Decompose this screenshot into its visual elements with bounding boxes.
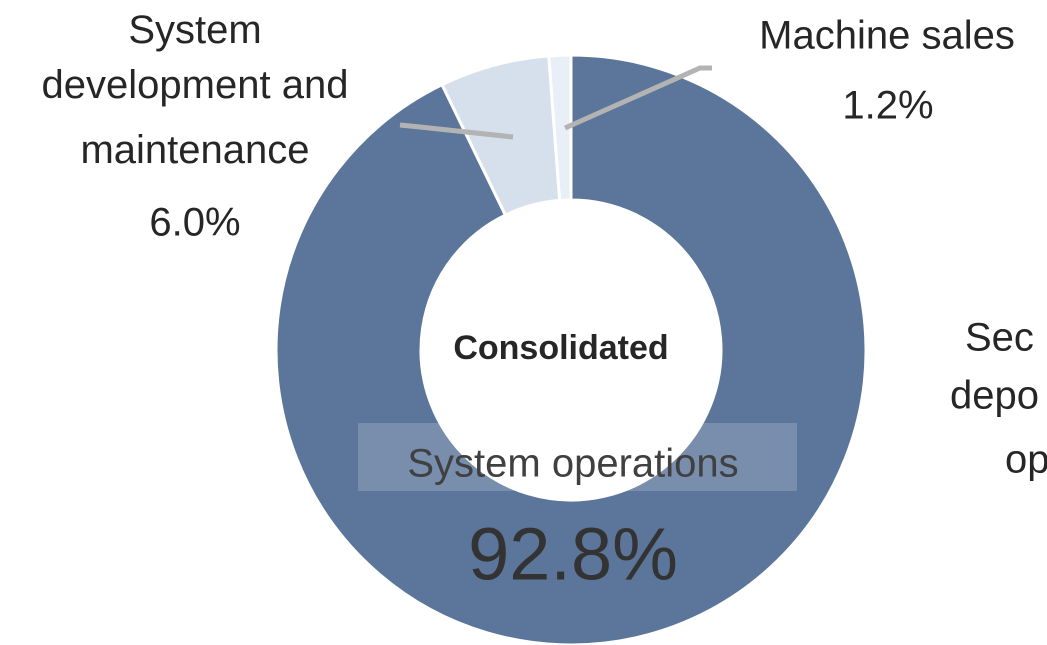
slice-label: System development and maintenance — [42, 8, 349, 172]
center-label: Consolidated — [453, 329, 668, 367]
leader-line — [563, 65, 712, 131]
slice — [274, 53, 868, 645]
annotation: op — [1005, 438, 1047, 482]
slice-label: System operations — [407, 442, 738, 486]
annotation: Sec — [965, 316, 1034, 360]
value-label: 92.8% — [468, 513, 678, 596]
annotation: depo — [950, 374, 1039, 418]
value-label: 1.2% — [842, 84, 933, 128]
slice — [547, 53, 573, 203]
slice-label: Machine sales — [759, 14, 1015, 58]
leader-line — [399, 122, 514, 140]
value-label: 6.0% — [149, 201, 240, 245]
label-box — [358, 423, 797, 491]
